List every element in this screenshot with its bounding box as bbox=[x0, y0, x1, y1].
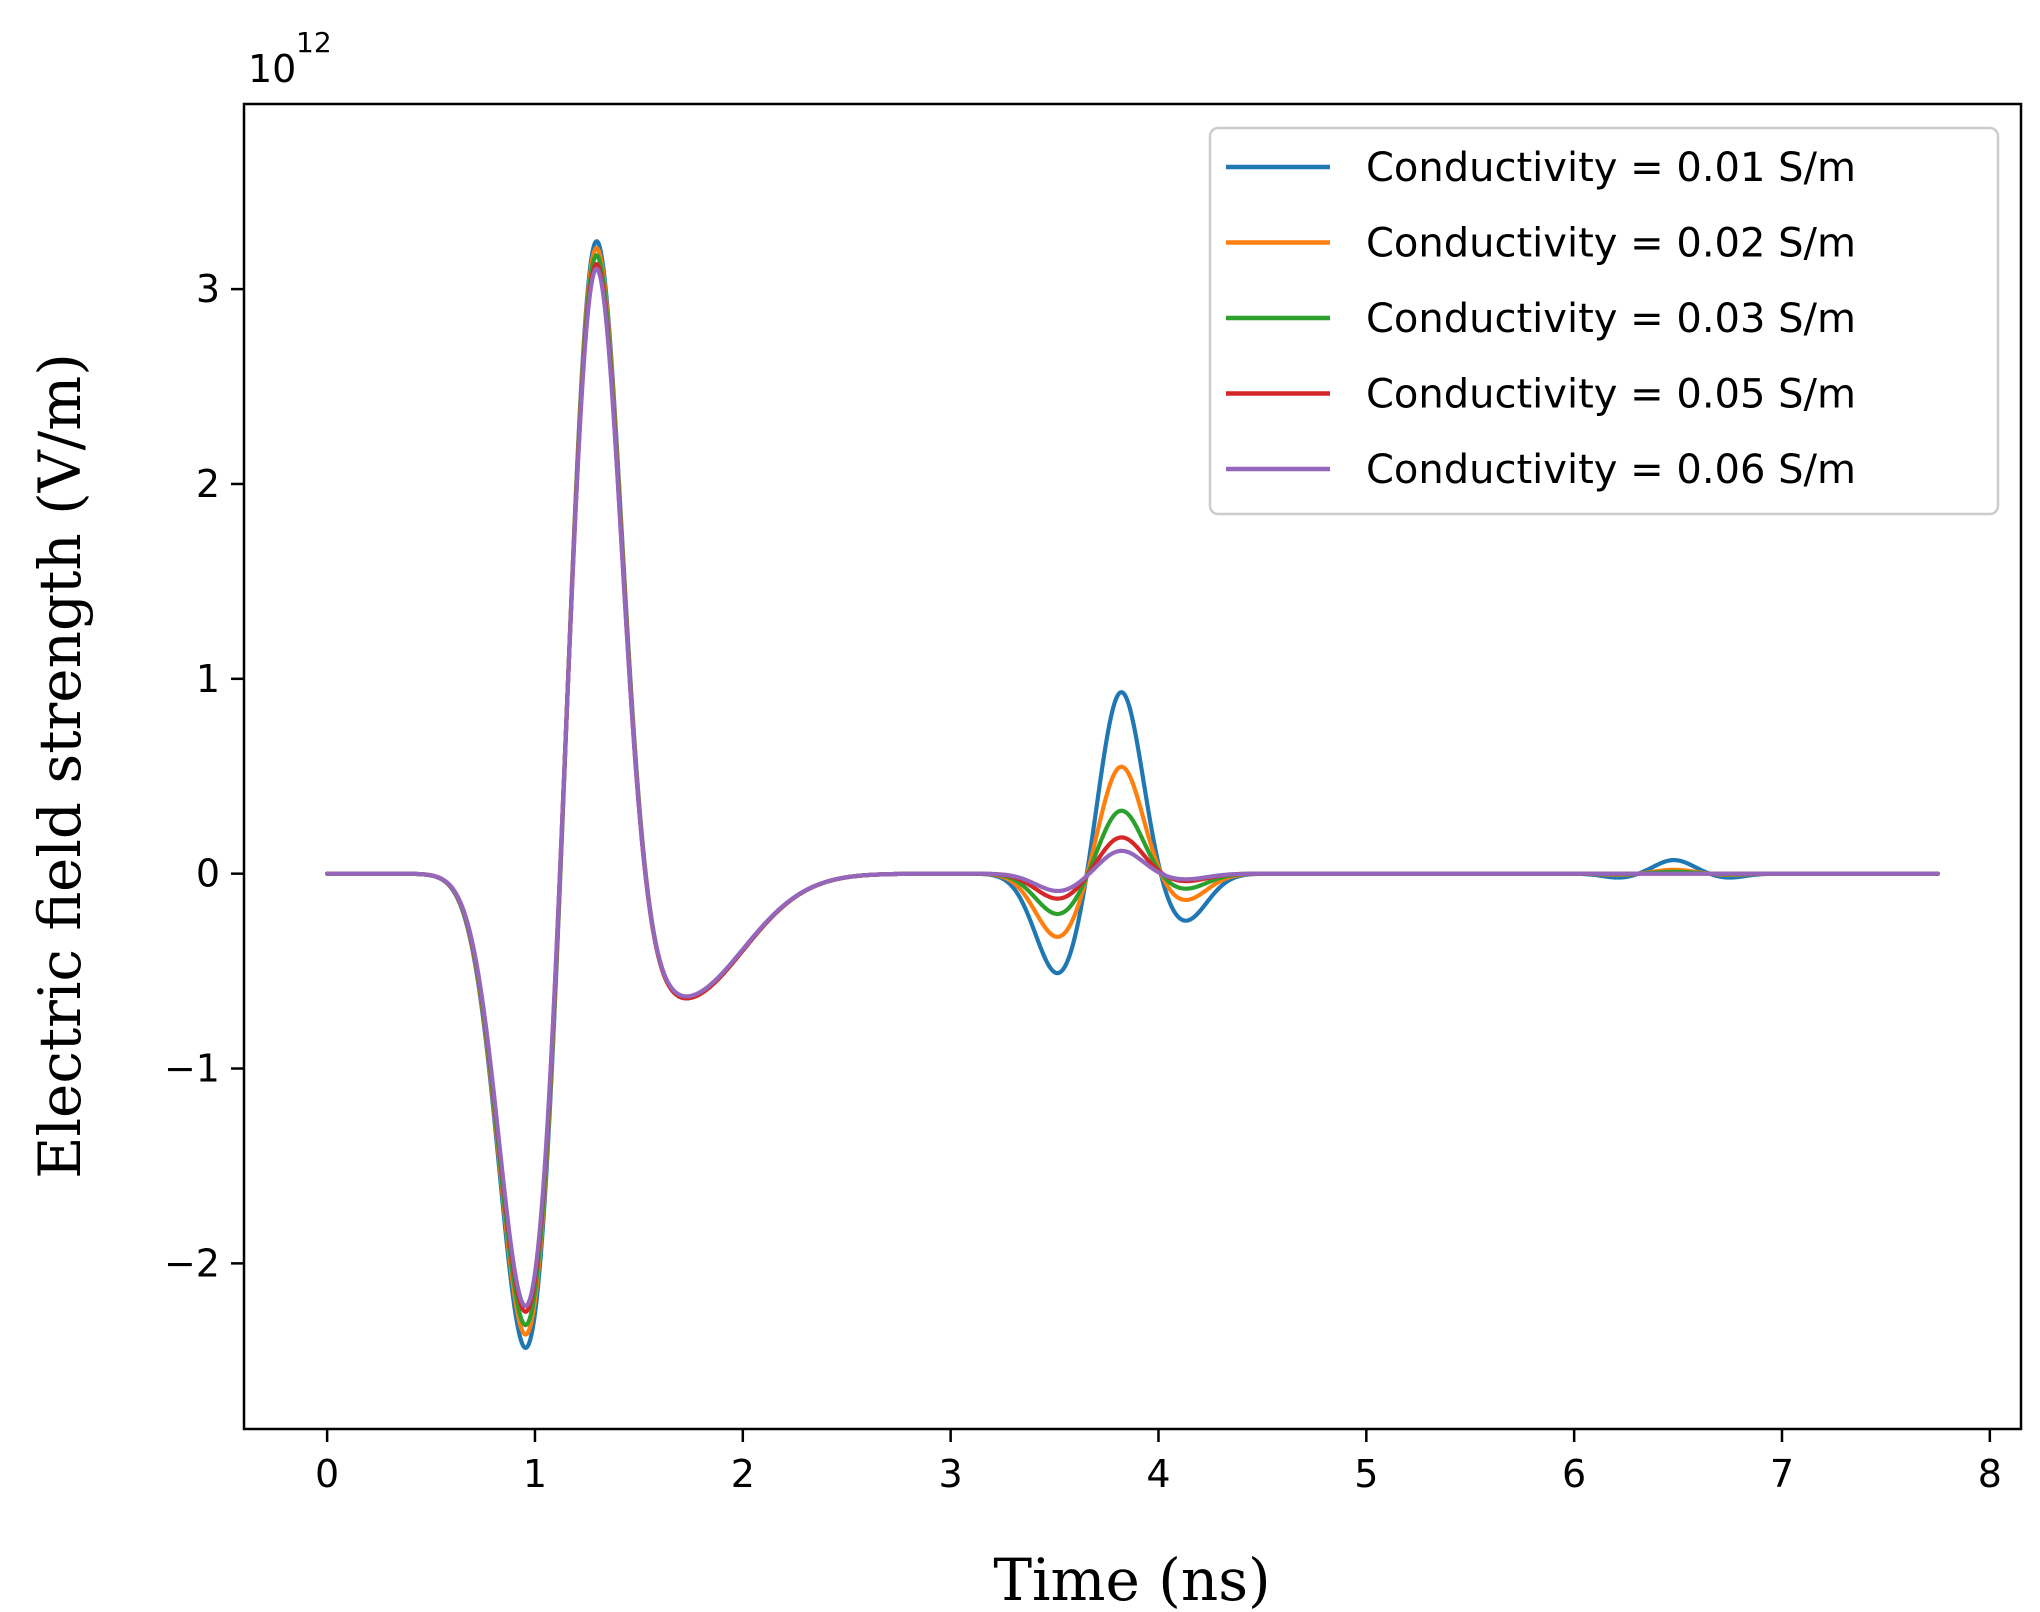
y-axis-label: Electric field strength (V/m) bbox=[26, 353, 94, 1179]
series-layer bbox=[325, 239, 1940, 1351]
y-scale-base: 10 bbox=[248, 47, 296, 91]
y-tick-label: −2 bbox=[164, 1241, 220, 1285]
y-tick-label: −1 bbox=[164, 1047, 220, 1091]
x-tick-label: 1 bbox=[523, 1452, 547, 1496]
x-axis: 0 1 2 3 4 5 6 7 8 bbox=[315, 1429, 2002, 1496]
legend-items: Conductivity = 0.01 S/m Conductivity = 0.… bbox=[1226, 145, 1856, 493]
x-tick-label: 5 bbox=[1354, 1452, 1378, 1496]
legend-label-2: Conductivity = 0.02 S/m bbox=[1366, 221, 1856, 267]
plot-area-frame bbox=[242, 102, 2023, 1431]
x-tick-label: 2 bbox=[731, 1452, 755, 1496]
x-tick-label: 4 bbox=[1146, 1452, 1170, 1496]
legend-label-5: Conductivity = 0.06 S/m bbox=[1366, 447, 1856, 493]
legend: Conductivity = 0.01 S/m Conductivity = 0.… bbox=[1208, 126, 2000, 516]
y-tick-label: 0 bbox=[196, 852, 220, 896]
legend-label-4: Conductivity = 0.05 S/m bbox=[1366, 372, 1856, 418]
x-tick-label: 6 bbox=[1562, 1452, 1586, 1496]
x-tick-label: 3 bbox=[939, 1452, 963, 1496]
y-tick-label: 1 bbox=[196, 657, 220, 701]
x-tick-label: 0 bbox=[315, 1452, 339, 1496]
series-line-1 bbox=[325, 239, 1940, 1351]
x-tick-label: 7 bbox=[1770, 1452, 1794, 1496]
y-axis: −2 −1 0 1 2 3 bbox=[164, 267, 244, 1285]
legend-box bbox=[1208, 126, 2000, 516]
y-tick-label: 2 bbox=[196, 462, 220, 506]
legend-label-1: Conductivity = 0.01 S/m bbox=[1366, 145, 1856, 191]
y-scale-exponent: 12 bbox=[296, 26, 332, 59]
y-tick-label: 3 bbox=[196, 267, 220, 311]
legend-label-3: Conductivity = 0.03 S/m bbox=[1366, 296, 1856, 342]
x-tick-label: 8 bbox=[1978, 1452, 2002, 1496]
x-axis-label: Time (ns) bbox=[993, 1546, 1270, 1612]
series-line-5 bbox=[325, 266, 1940, 1309]
